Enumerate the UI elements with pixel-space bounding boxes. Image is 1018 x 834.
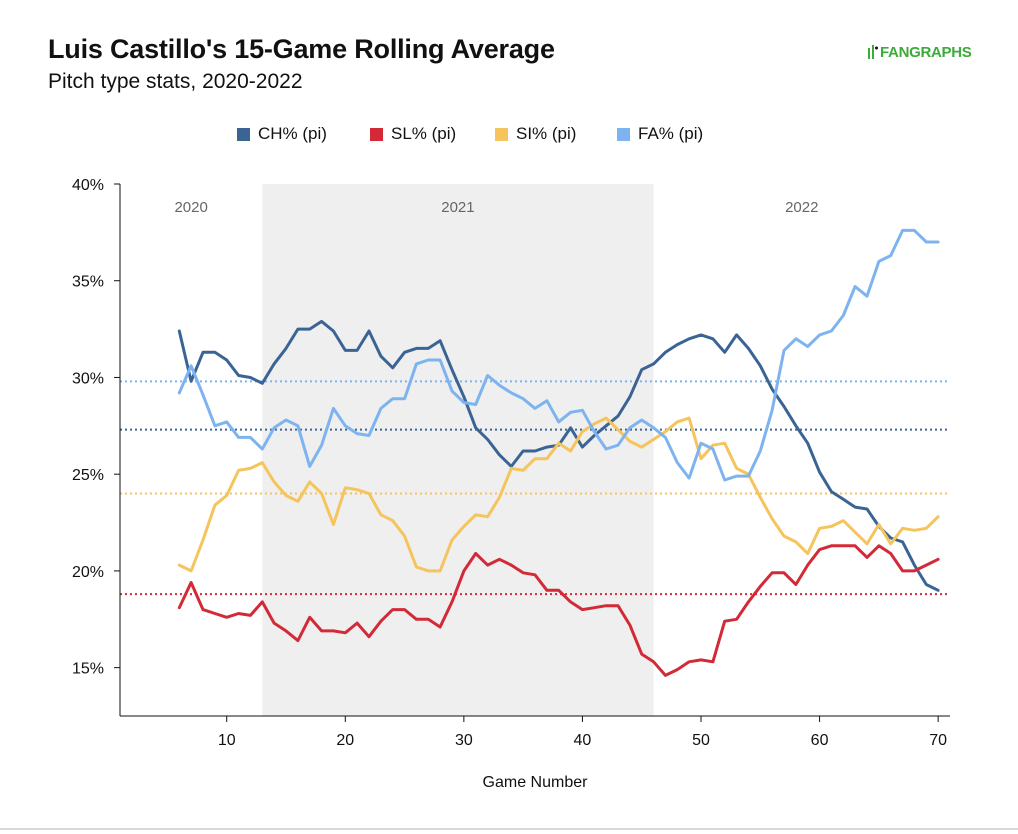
fangraphs-logo[interactable]: FANGRAPHS bbox=[868, 44, 972, 61]
y-tick-label-15: 15% bbox=[72, 661, 104, 678]
y-tick-label-30: 30% bbox=[72, 370, 104, 387]
legend-item-0[interactable]: CH% (pi) bbox=[237, 124, 327, 144]
fangraphs-wordmark: FANGRAPHS bbox=[880, 44, 972, 61]
region-label-2021: 2021 bbox=[441, 199, 474, 216]
legend-label-2: SI% (pi) bbox=[516, 124, 577, 143]
average-reference-lines bbox=[120, 380, 950, 596]
x-tick-label-60: 60 bbox=[811, 732, 829, 749]
fangraphs-mark-icon bbox=[868, 45, 878, 59]
x-tick-label-10: 10 bbox=[218, 732, 236, 749]
series-line-1 bbox=[177, 544, 940, 677]
legend-label-1: SL% (pi) bbox=[391, 124, 457, 143]
x-tick-label-20: 20 bbox=[336, 732, 354, 749]
series-lines bbox=[177, 228, 940, 677]
region-label-2020: 2020 bbox=[174, 199, 207, 216]
y-tick-label-40: 40% bbox=[72, 177, 104, 194]
legend-swatch-2 bbox=[495, 127, 508, 141]
legend-swatch-0 bbox=[237, 127, 250, 141]
legend-label-0: CH% (pi) bbox=[258, 124, 327, 143]
chart-title: Luis Castillo's 15-Game Rolling Average bbox=[48, 34, 555, 64]
legend-swatch-3 bbox=[617, 127, 630, 141]
legend-item-3[interactable]: FA% (pi) bbox=[617, 124, 703, 144]
bottom-divider bbox=[0, 828, 1018, 830]
x-tick-label-30: 30 bbox=[455, 732, 473, 749]
season-regions: 2020 2021 2022 bbox=[174, 184, 818, 716]
legend-swatch-1 bbox=[370, 127, 383, 141]
x-tick-label-50: 50 bbox=[692, 732, 710, 749]
chart-axes: 15% 20% 25% 30% 35% 40% 10 20 30 40 50 60 70 Game Num… bbox=[72, 177, 950, 791]
series-line-2 bbox=[177, 416, 940, 573]
chart-legend: CH% (pi) SL% (pi) SI% (pi) FA% (pi) bbox=[0, 124, 1018, 146]
y-tick-label-20: 20% bbox=[72, 564, 104, 581]
series-line-3 bbox=[177, 228, 940, 482]
y-tick-label-35: 35% bbox=[72, 274, 104, 291]
region-shade-2021 bbox=[262, 184, 654, 716]
legend-item-1[interactable]: SL% (pi) bbox=[370, 124, 456, 144]
legend-label-3: FA% (pi) bbox=[638, 124, 704, 143]
x-tick-label-70: 70 bbox=[929, 732, 947, 749]
x-tick-label-40: 40 bbox=[574, 732, 592, 749]
legend-item-2[interactable]: SI% (pi) bbox=[495, 124, 576, 144]
chart-subtitle: Pitch type stats, 2020-2022 bbox=[48, 70, 303, 93]
region-label-2022: 2022 bbox=[785, 199, 818, 216]
y-tick-label-25: 25% bbox=[72, 467, 104, 484]
x-axis-title: Game Number bbox=[483, 774, 589, 791]
